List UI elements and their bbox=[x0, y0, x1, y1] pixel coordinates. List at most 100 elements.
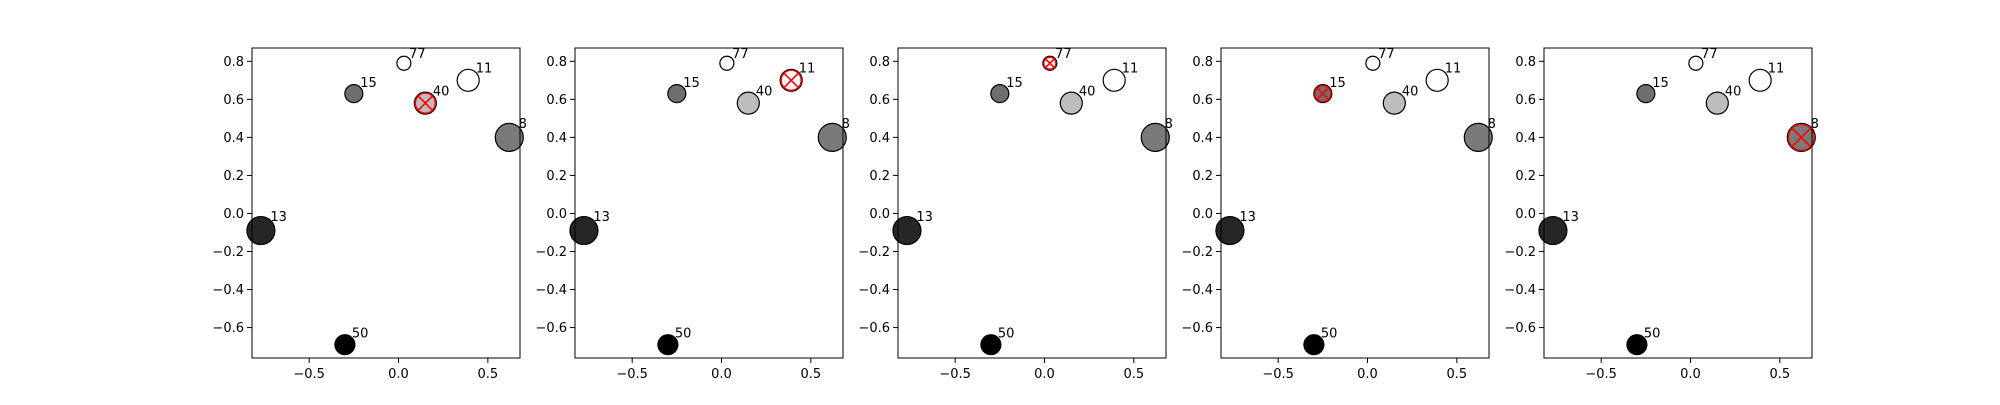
scatter-point bbox=[1636, 84, 1656, 104]
y-tick-label: −0.2 bbox=[535, 245, 567, 260]
scatter-point bbox=[892, 215, 922, 246]
scatter-point bbox=[817, 122, 847, 152]
scatter-point bbox=[736, 91, 760, 115]
y-tick-label: 0.2 bbox=[546, 169, 567, 184]
scatter-point bbox=[1538, 215, 1568, 246]
y-tick-label: 0.8 bbox=[546, 55, 567, 70]
y-tick-label: 0.4 bbox=[1515, 131, 1536, 146]
scatter-panel: −0.5 0.0 0.5 −0.6 −0.4 −0.2 0.0 0.2 0.4 0.6 0.8 77 1… bbox=[1504, 47, 1819, 382]
point-label: 15 bbox=[1006, 76, 1023, 91]
y-tick-label: 0.8 bbox=[869, 55, 890, 70]
scatter-point bbox=[1463, 122, 1493, 152]
scatter-point bbox=[1059, 91, 1083, 115]
scatter-point bbox=[396, 55, 412, 71]
scatter-point bbox=[569, 215, 599, 246]
axes-frame bbox=[1543, 47, 1813, 359]
x-tick-label: 0.0 bbox=[1357, 367, 1378, 382]
x-tick-label: 0.5 bbox=[800, 367, 821, 382]
y-tick-label: 0.8 bbox=[1192, 55, 1213, 70]
highlight-ring bbox=[1043, 56, 1057, 70]
y-tick-label: 0.4 bbox=[223, 131, 244, 146]
point-label: 8 bbox=[519, 117, 527, 132]
highlight-ring bbox=[780, 69, 802, 92]
scatter-point bbox=[667, 84, 687, 104]
y-tick-label: 0.4 bbox=[1192, 131, 1213, 146]
y-tick-label: 0.6 bbox=[1515, 93, 1536, 108]
scatter-point bbox=[344, 84, 364, 104]
y-tick-label: 0.8 bbox=[1515, 55, 1536, 70]
axes-frame bbox=[251, 47, 521, 359]
scatter-point bbox=[1705, 91, 1729, 115]
x-tick-label: 0.0 bbox=[1680, 367, 1701, 382]
point-label: 11 bbox=[1768, 62, 1785, 77]
y-tick-label: −0.4 bbox=[858, 283, 890, 298]
point-label: 8 bbox=[1811, 117, 1819, 132]
highlight-cross-stroke bbox=[417, 95, 433, 111]
point-label: 8 bbox=[842, 117, 850, 132]
scatter-point bbox=[1102, 68, 1126, 92]
y-tick-label: 0.2 bbox=[223, 169, 244, 184]
highlight-cross-stroke bbox=[1791, 127, 1811, 147]
point-label: 15 bbox=[1652, 76, 1669, 91]
x-tick-label: 0.5 bbox=[1446, 367, 1467, 382]
point-label: 40 bbox=[756, 85, 773, 100]
y-tick-label: 0.0 bbox=[223, 207, 244, 222]
y-tick-label: −0.4 bbox=[1181, 283, 1213, 298]
highlight-cross-stroke bbox=[783, 72, 799, 88]
x-tick-label: 0.5 bbox=[477, 367, 498, 382]
point-label: 50 bbox=[1321, 327, 1338, 342]
point-label: 50 bbox=[1644, 327, 1661, 342]
point-label: 50 bbox=[352, 327, 369, 342]
y-tick-label: 0.6 bbox=[1192, 93, 1213, 108]
scatter-point bbox=[1215, 215, 1245, 246]
point-label: 40 bbox=[433, 85, 450, 100]
y-tick-label: 0.6 bbox=[546, 93, 567, 108]
y-tick-label: 0.2 bbox=[1192, 169, 1213, 184]
scatter-point bbox=[980, 334, 1002, 356]
point-label: 11 bbox=[476, 62, 493, 77]
scatter-point bbox=[990, 84, 1010, 104]
scatter-panel: −0.5 0.0 0.5 −0.6 −0.4 −0.2 0.0 0.2 0.4 0.6 0.8 77 1… bbox=[535, 47, 850, 382]
axes-frame bbox=[1220, 47, 1490, 359]
y-tick-label: −0.6 bbox=[535, 321, 567, 336]
point-label: 13 bbox=[1562, 210, 1579, 225]
point-label: 13 bbox=[1239, 210, 1256, 225]
scatter-panel: −0.5 0.0 0.5 −0.6 −0.4 −0.2 0.0 0.2 0.4 0.6 0.8 77 1… bbox=[1181, 47, 1496, 382]
scatter-point bbox=[1425, 68, 1449, 92]
highlight-ring bbox=[414, 92, 437, 114]
y-tick-label: −0.4 bbox=[212, 283, 244, 298]
scatter-panel: −0.5 0.0 0.5 −0.6 −0.4 −0.2 0.0 0.2 0.4 0.6 0.8 77 1… bbox=[212, 47, 527, 382]
point-label: 15 bbox=[360, 76, 377, 91]
axes-frame bbox=[897, 47, 1167, 359]
highlight-ring bbox=[1314, 84, 1332, 103]
y-tick-label: −0.2 bbox=[1181, 245, 1213, 260]
scatter-panel: −0.5 0.0 0.5 −0.6 −0.4 −0.2 0.0 0.2 0.4 0.6 0.8 77 1… bbox=[858, 47, 1173, 382]
x-tick-label: 0.5 bbox=[1769, 367, 1790, 382]
y-tick-label: −0.6 bbox=[858, 321, 890, 336]
y-tick-label: −0.4 bbox=[535, 283, 567, 298]
point-label: 15 bbox=[683, 76, 700, 91]
point-label: 8 bbox=[1488, 117, 1496, 132]
point-label: 77 bbox=[1701, 47, 1718, 62]
y-tick-label: −0.6 bbox=[1181, 321, 1213, 336]
y-tick-label: 0.2 bbox=[1515, 169, 1536, 184]
point-label: 11 bbox=[1445, 62, 1462, 77]
scatter-point bbox=[657, 334, 679, 356]
y-tick-label: 0.2 bbox=[869, 169, 890, 184]
y-tick-label: 0.8 bbox=[223, 55, 244, 70]
scatter-point bbox=[1626, 334, 1648, 356]
point-label: 8 bbox=[1165, 117, 1173, 132]
point-label: 13 bbox=[593, 210, 610, 225]
point-label: 77 bbox=[409, 47, 426, 62]
point-label: 40 bbox=[1402, 85, 1419, 100]
point-label: 11 bbox=[1122, 62, 1139, 77]
point-label: 77 bbox=[1378, 47, 1395, 62]
scatter-point bbox=[1365, 55, 1381, 71]
y-tick-label: −0.6 bbox=[212, 321, 244, 336]
y-tick-label: −0.2 bbox=[858, 245, 890, 260]
scatter-point bbox=[494, 122, 524, 152]
point-label: 15 bbox=[1329, 76, 1346, 91]
y-tick-label: 0.0 bbox=[869, 207, 890, 222]
